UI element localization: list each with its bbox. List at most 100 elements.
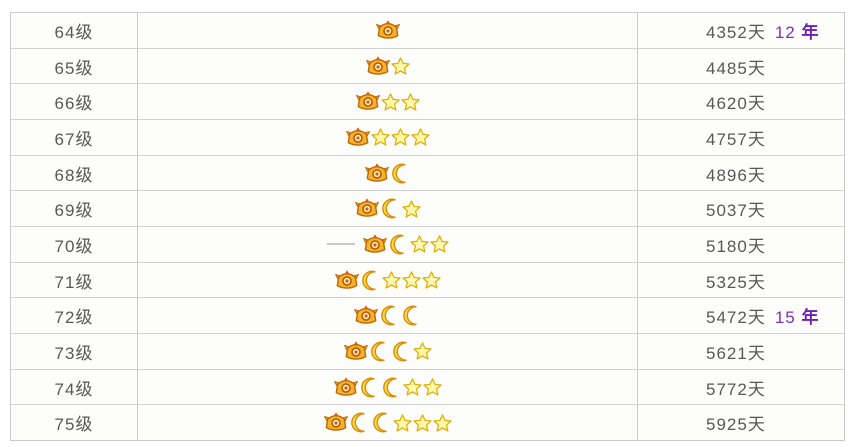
days-text: 5621天 xyxy=(706,343,766,363)
crown-icon xyxy=(354,198,379,219)
icon-cell xyxy=(138,84,638,120)
icon-cell xyxy=(138,405,638,441)
days-text: 5772天 xyxy=(706,379,766,399)
table-row: 67级 4757天 xyxy=(11,120,844,156)
star-icon xyxy=(422,378,442,396)
level-cell: 69级 xyxy=(11,191,138,227)
crown-icon xyxy=(323,412,348,433)
days-cell: 4757天 xyxy=(638,120,844,155)
crown-icon xyxy=(364,162,389,184)
level-cell: 71级 xyxy=(11,262,138,298)
star-icon xyxy=(401,200,421,218)
days-cell: 5325天 xyxy=(638,263,844,298)
star-icon xyxy=(429,235,449,253)
days-cell: 5472天 15 年 xyxy=(638,298,844,333)
level-cell: 66级 xyxy=(11,84,138,120)
crown-icon xyxy=(334,269,359,291)
moon-icon xyxy=(388,234,409,255)
star-icon xyxy=(390,57,410,75)
star-icon xyxy=(370,128,390,146)
level-cell: 74级 xyxy=(11,369,138,405)
star-icon xyxy=(390,128,410,146)
level-label: 72级 xyxy=(54,308,94,328)
moon-icon xyxy=(359,377,380,398)
table-row: 69级 5037天 xyxy=(11,191,844,228)
moon-icon xyxy=(379,305,400,326)
icon-cell xyxy=(138,369,638,405)
crown-icon xyxy=(365,55,390,77)
level-cell: 75级 xyxy=(11,405,138,441)
level-label: 65级 xyxy=(54,58,94,78)
crown-icon xyxy=(343,341,368,362)
star-icon xyxy=(412,342,432,360)
star-icon xyxy=(402,378,422,396)
years-badge: 12 年 xyxy=(775,18,820,43)
star-icon xyxy=(412,414,432,432)
table-row: 65级 4485天 xyxy=(11,48,844,85)
level-label: 68级 xyxy=(54,165,94,185)
years-suffix: 年 xyxy=(801,308,820,328)
level-label: 64级 xyxy=(54,22,94,42)
table-row: 66级 4620天 xyxy=(11,84,844,121)
years-badge: 15 年 xyxy=(775,303,820,328)
days-text: 5472天 xyxy=(706,308,766,328)
days-text: 4620天 xyxy=(706,94,766,114)
icon-cell xyxy=(138,298,638,334)
days-text: 4485天 xyxy=(706,58,766,78)
moon-icon xyxy=(381,377,402,398)
days-text: 4896天 xyxy=(706,165,766,185)
level-label: 66级 xyxy=(54,94,94,114)
days-cell: 4896天 xyxy=(638,156,844,191)
level-label: 74级 xyxy=(54,379,94,399)
icon-cell xyxy=(138,191,638,227)
table-row: 64级 4352天 12 年 xyxy=(11,13,844,49)
star-icon xyxy=(381,271,401,289)
star-icon xyxy=(421,271,441,289)
days-text: 5325天 xyxy=(706,272,766,292)
icon-cell xyxy=(138,155,638,191)
icon-cell xyxy=(138,120,638,155)
level-cell: 70级 xyxy=(11,227,138,262)
days-cell: 5925天 xyxy=(638,405,844,440)
star-icon xyxy=(392,414,412,432)
crown-icon xyxy=(333,376,358,398)
level-cell: 73级 xyxy=(11,334,138,369)
days-text: 4352天 xyxy=(706,22,766,42)
level-label: 71级 xyxy=(54,272,94,292)
days-cell: 4485天 xyxy=(638,49,844,84)
moon-icon xyxy=(380,198,401,219)
icon-cell xyxy=(138,13,638,48)
crown-icon xyxy=(375,20,400,41)
moon-icon xyxy=(371,412,392,433)
table-row: 72级 5472天 15 年 xyxy=(11,298,844,335)
crown-icon xyxy=(345,127,370,148)
years-number: 15 xyxy=(774,308,796,328)
table-row: 73级 5621天 xyxy=(11,334,844,370)
star-icon xyxy=(410,128,430,146)
star-icon xyxy=(409,235,429,253)
days-cell: 5037天 xyxy=(638,191,844,226)
table-row: 71级 5325天 xyxy=(11,262,844,299)
star-icon xyxy=(401,271,421,289)
moon-icon xyxy=(401,305,422,326)
moon-icon xyxy=(390,163,411,184)
level-cell: 64级 xyxy=(11,13,138,48)
level-label: 67级 xyxy=(54,129,94,149)
level-cell: 67级 xyxy=(11,120,138,155)
days-cell: 5772天 xyxy=(638,370,844,405)
star-icon xyxy=(400,93,420,111)
level-label: 70级 xyxy=(54,236,94,256)
days-cell: 4352天 12 年 xyxy=(638,13,844,48)
days-cell: 4620天 xyxy=(638,84,844,119)
moon-icon xyxy=(391,341,412,362)
years-number: 12 xyxy=(774,22,796,42)
level-cell: 65级 xyxy=(11,48,138,84)
level-label: 75级 xyxy=(54,415,94,435)
crown-icon xyxy=(353,305,378,326)
table-row: 74级 5772天 xyxy=(11,369,844,406)
level-cell: 68级 xyxy=(11,155,138,191)
icon-cell xyxy=(138,48,638,84)
table-row: 75级 5925天 xyxy=(11,405,844,441)
icon-cell xyxy=(138,227,638,262)
days-cell: 5180天 xyxy=(638,227,844,262)
